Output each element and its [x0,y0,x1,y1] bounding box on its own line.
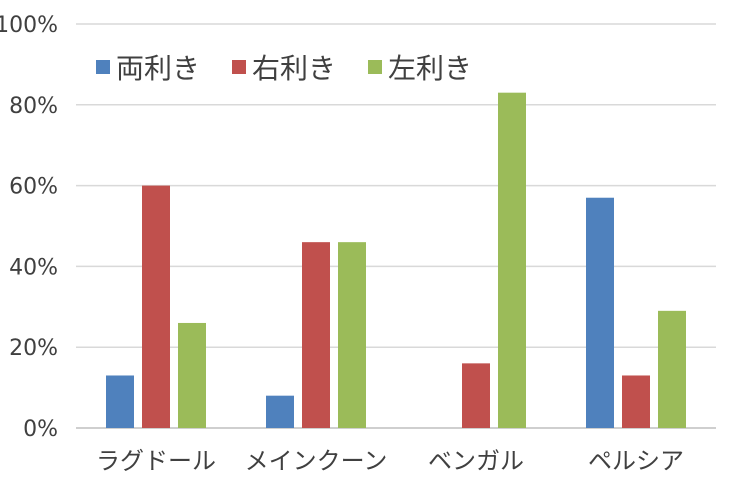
legend-swatch [368,60,382,74]
legend-swatch [96,60,110,74]
bar-2-1 [142,185,170,428]
y-tick-label: 20% [9,336,58,361]
legend-label: 左利き [388,52,472,85]
x-category-label: ラグドール [96,447,216,475]
y-tick-label: 0% [23,417,58,442]
y-tick-label: 80% [9,94,58,119]
x-axis-category-labels: ラグドール メインクーン ベンガル ペルシア [96,447,684,475]
bar-1-1 [106,375,134,428]
bar-2-3 [462,363,490,428]
legend-label: 右利き [252,52,336,85]
x-category-label: メインクーン [245,447,388,475]
y-tick-label: 100% [0,13,58,38]
bar-3-1 [178,322,206,428]
x-category-label: ペルシア [588,447,684,475]
y-tick-label: 40% [9,255,58,280]
legend-label: 両利き [116,52,200,85]
bar-3-4 [658,310,686,428]
bars [106,92,686,429]
legend: 両利き 右利き 左利き [96,52,472,85]
bar-2-2 [302,242,330,428]
x-category-label: ベンガル [428,447,524,475]
legend-swatch [232,60,246,74]
bar-3-2 [338,242,366,428]
bar-3-3 [498,92,526,429]
y-axis-tick-labels: 0% 20% 40% 60% 80% 100% [0,13,58,442]
y-tick-label: 60% [9,175,58,200]
bar-1-2 [266,395,294,428]
bar-2-4 [622,375,650,428]
bar-1-4 [586,197,614,428]
